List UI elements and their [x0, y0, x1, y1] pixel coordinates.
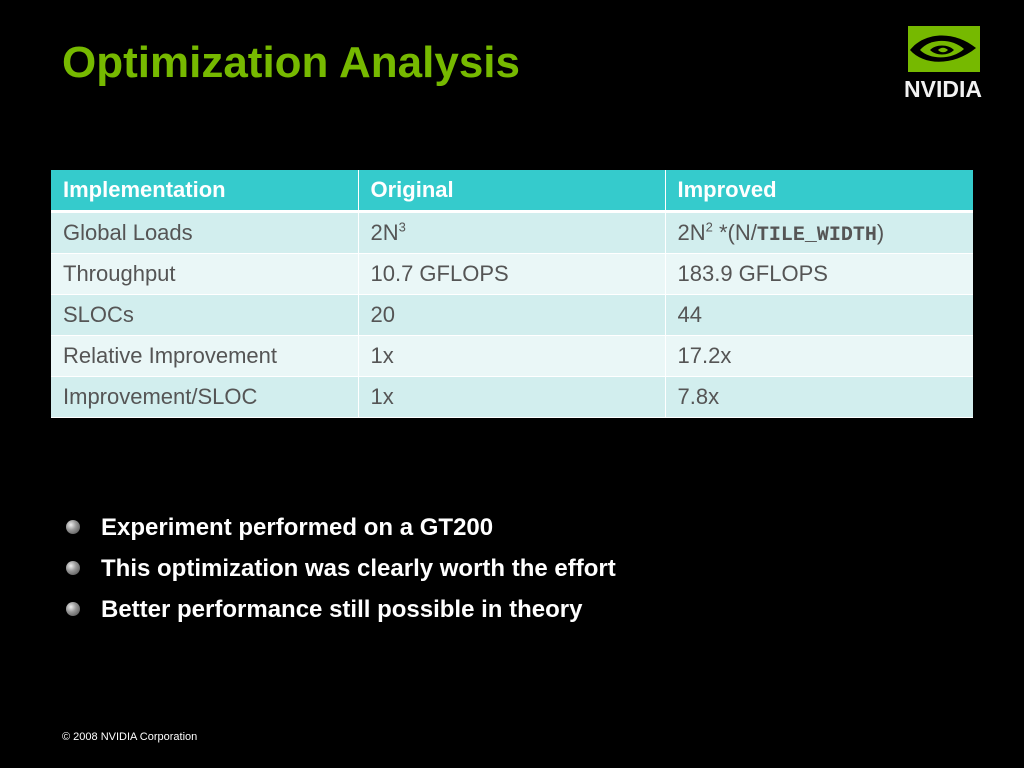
cell-text: )	[876, 219, 885, 245]
code-text: TILE_WIDTH	[756, 223, 877, 247]
bullet-item: Experiment performed on a GT200	[66, 510, 616, 551]
header-improved: Improved	[665, 170, 973, 213]
slide-title: Optimization Analysis	[62, 38, 521, 87]
row-label: Throughput	[51, 253, 359, 295]
bullet-item: Better performance still possible in the…	[66, 592, 616, 633]
nvidia-logo: NVIDIA	[900, 26, 1004, 102]
superscript: 3	[398, 219, 406, 235]
bullet-icon	[66, 602, 80, 616]
bullet-icon	[66, 561, 80, 575]
table-row: SLOCs 20 44	[51, 294, 973, 336]
cell-improved: 44	[665, 294, 973, 336]
bullet-text: Better performance still possible in the…	[101, 596, 583, 623]
row-label: Improvement/SLOC	[51, 376, 359, 418]
superscript: 2	[705, 219, 713, 235]
header-implementation: Implementation	[51, 170, 359, 213]
row-label: Relative Improvement	[51, 335, 359, 377]
cell-improved: 7.8x	[665, 376, 973, 418]
cell-improved: 183.9 GFLOPS	[665, 253, 973, 295]
table-row: Global Loads 2N3 2N2 *(N/TILE_WIDTH)	[51, 211, 973, 254]
row-label: SLOCs	[51, 294, 359, 336]
bullet-icon	[66, 520, 80, 534]
cell-improved: 2N2 *(N/TILE_WIDTH)	[665, 211, 973, 254]
cell-original: 2N3	[358, 211, 666, 254]
cell-improved: 17.2x	[665, 335, 973, 377]
cell-original: 1x	[358, 376, 666, 418]
header-original: Original	[358, 170, 666, 213]
optimization-table: Implementation Original Improved Global …	[51, 170, 973, 418]
bullet-item: This optimization was clearly worth the …	[66, 551, 616, 592]
bullet-list: Experiment performed on a GT200 This opt…	[66, 510, 616, 633]
cell-text: *(N/	[712, 219, 757, 245]
table-row: Throughput 10.7 GFLOPS 183.9 GFLOPS	[51, 253, 973, 295]
logo-text: NVIDIA	[904, 76, 982, 102]
nvidia-eye-icon	[908, 26, 980, 72]
copyright-text: © 2008 NVIDIA Corporation	[62, 731, 198, 743]
cell-text: 2N	[370, 220, 399, 245]
table-header-row: Implementation Original Improved	[51, 170, 973, 213]
bullet-text: This optimization was clearly worth the …	[101, 555, 616, 582]
row-label: Global Loads	[51, 211, 359, 254]
table-row: Relative Improvement 1x 17.2x	[51, 335, 973, 377]
bullet-text: Experiment performed on a GT200	[101, 514, 494, 541]
table-row: Improvement/SLOC 1x 7.8x	[51, 376, 973, 418]
cell-original: 10.7 GFLOPS	[358, 253, 666, 295]
cell-original: 20	[358, 294, 666, 336]
cell-text: 2N	[677, 219, 706, 245]
cell-original: 1x	[358, 335, 666, 377]
